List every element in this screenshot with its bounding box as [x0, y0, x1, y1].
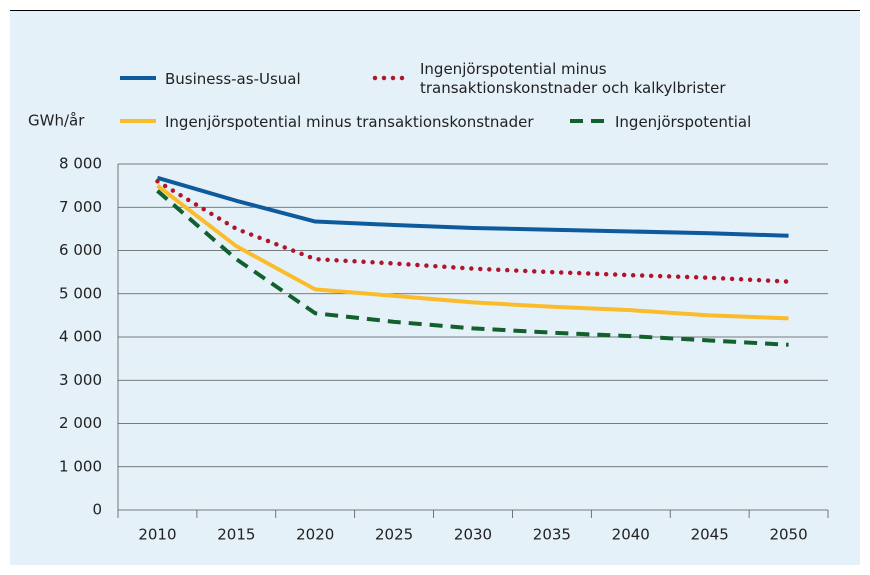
y-tick-label: 1 000: [59, 457, 102, 475]
y-tick-label: 8 000: [59, 155, 102, 173]
legend-label: Ingenjörspotential minus transaktionskon…: [165, 112, 534, 131]
x-tick-label: 2015: [217, 526, 255, 544]
series-line: [156, 175, 789, 238]
y-tick-label: 3 000: [59, 371, 102, 389]
legend-label-box: Ingenjörspotential: [615, 112, 752, 131]
y-axis-label: GWh/år: [28, 112, 85, 130]
y-tick-label: 0: [92, 501, 102, 519]
series-line: [156, 189, 789, 347]
legend-label: Ingenjörspotential: [615, 112, 752, 131]
x-tick-label: 2045: [691, 526, 729, 544]
x-tick-label: 2040: [612, 526, 650, 544]
background: [10, 11, 860, 565]
y-tick-label: 5 000: [59, 284, 102, 302]
x-tick-label: 2035: [533, 526, 571, 544]
x-tick-label: 2020: [296, 526, 334, 544]
y-tick-label: 2 000: [59, 414, 102, 432]
x-tick-label: 2050: [769, 526, 807, 544]
legend-label-box: Ingenjörspotential minus transaktionskon…: [420, 60, 726, 97]
series-line: [156, 184, 789, 321]
y-tick-label: 4 000: [59, 328, 102, 346]
y-tick-label: 7 000: [59, 198, 102, 216]
x-tick-label: 2025: [375, 526, 413, 544]
legend-label: Ingenjörspotential minus transaktionskon…: [420, 60, 726, 97]
y-tick-label: 6 000: [59, 241, 102, 259]
legend-label-box: Business-as-Usual: [165, 69, 301, 88]
x-tick-label: 2030: [454, 526, 492, 544]
legend-label: Business-as-Usual: [165, 69, 301, 88]
series-line: [155, 179, 791, 284]
legend-label-box: Ingenjörspotential minus transaktionskon…: [165, 112, 534, 131]
x-tick-label: 2010: [138, 526, 176, 544]
